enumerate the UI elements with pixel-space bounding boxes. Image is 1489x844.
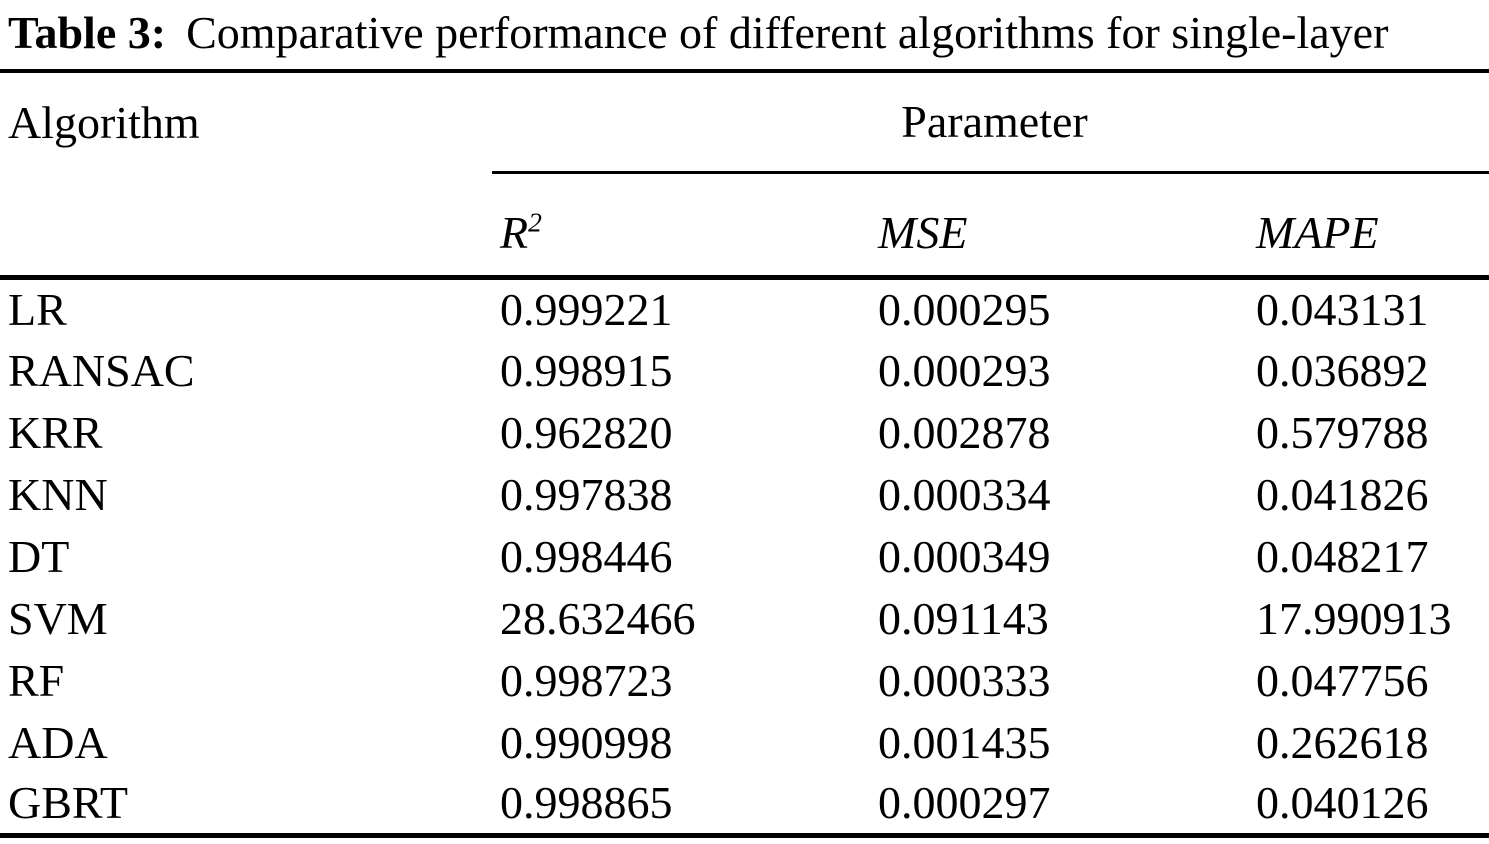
r2-cell: 28.632466: [500, 592, 696, 644]
mse-cell: 0.000293: [878, 344, 1051, 396]
table-row: SVM 28.632466 0.091143 17.990913: [0, 587, 1489, 649]
mape-cell: 17.990913: [1256, 592, 1452, 644]
r2-header-base: R: [500, 206, 529, 258]
algorithm-cell: SVM: [8, 592, 108, 644]
r2-cell: 0.962820: [500, 406, 673, 458]
algorithm-cell: RANSAC: [8, 344, 195, 396]
table-row: GBRT 0.998865 0.000297 0.040126: [0, 773, 1489, 838]
mape-cell: 0.262618: [1256, 716, 1429, 768]
mape-cell: 0.036892: [1256, 344, 1429, 396]
mse-cell: 0.000295: [878, 283, 1051, 335]
table-header: Algorithm Parameter R2 MSE MAPE: [0, 71, 1489, 280]
table-row: KRR 0.962820 0.002878 0.579788: [0, 401, 1489, 463]
algorithm-cell: KRR: [8, 406, 103, 458]
table-caption: Table 3: Comparative performance of diffe…: [0, 0, 1489, 69]
mape-cell: 0.041826: [1256, 468, 1429, 520]
performance-table: Algorithm Parameter R2 MSE MAPE LR 0.999…: [0, 69, 1489, 838]
mape-header-base: MAPE: [1256, 206, 1379, 258]
table-row: ADA 0.990998 0.001435 0.262618: [0, 711, 1489, 773]
r2-cell: 0.998446: [500, 530, 673, 582]
r2-cell: 0.997838: [500, 468, 673, 520]
algorithm-cell: ADA: [8, 716, 108, 768]
mape-column-header: MAPE: [1248, 172, 1489, 280]
parameter-group-header: Parameter: [492, 71, 1489, 174]
mse-cell: 0.000349: [878, 530, 1051, 582]
mse-column-header: MSE: [870, 172, 1248, 280]
table-row: KNN 0.997838 0.000334 0.041826: [0, 463, 1489, 525]
algorithm-cell: DT: [8, 530, 70, 582]
mape-cell: 0.040126: [1248, 773, 1489, 838]
mse-cell: 0.000297: [870, 773, 1248, 838]
subheader-row: R2 MSE MAPE: [0, 172, 1489, 280]
r2-column-header: R2: [492, 172, 870, 280]
table-row: DT 0.998446 0.000349 0.048217: [0, 525, 1489, 587]
mape-cell: 0.043131: [1256, 283, 1429, 335]
algorithm-cell: LR: [8, 283, 67, 335]
table-row: RF 0.998723 0.000333 0.047756: [0, 649, 1489, 711]
r2-header-superscript: 2: [528, 206, 542, 238]
table-caption-label: Table 3:: [8, 7, 167, 58]
table-caption-text: Comparative performance of different alg…: [186, 7, 1389, 58]
r2-cell: 0.990998: [500, 716, 673, 768]
mse-cell: 0.001435: [878, 716, 1051, 768]
mape-cell: 0.579788: [1256, 406, 1429, 458]
empty-header-cell: [0, 172, 492, 280]
group-header-row: Algorithm Parameter: [0, 71, 1489, 174]
table-row: LR 0.999221 0.000295 0.043131: [0, 277, 1489, 339]
mape-cell: 0.047756: [1256, 654, 1429, 706]
table-body: LR 0.999221 0.000295 0.043131 RANSAC 0.9…: [0, 277, 1489, 838]
r2-cell: 0.998865: [492, 773, 870, 838]
algorithm-cell: GBRT: [0, 773, 492, 838]
mse-header-base: MSE: [878, 206, 968, 258]
table-row: RANSAC 0.998915 0.000293 0.036892: [0, 339, 1489, 401]
algorithm-cell: KNN: [8, 468, 108, 520]
mape-cell: 0.048217: [1256, 530, 1429, 582]
mse-cell: 0.091143: [878, 592, 1049, 644]
r2-cell: 0.999221: [500, 283, 673, 335]
r2-cell: 0.998915: [500, 344, 673, 396]
mse-cell: 0.002878: [878, 406, 1051, 458]
algorithm-column-header: Algorithm: [8, 97, 200, 148]
r2-cell: 0.998723: [500, 654, 673, 706]
mse-cell: 0.000333: [878, 654, 1051, 706]
mse-cell: 0.000334: [878, 468, 1051, 520]
algorithm-cell: RF: [8, 654, 65, 706]
